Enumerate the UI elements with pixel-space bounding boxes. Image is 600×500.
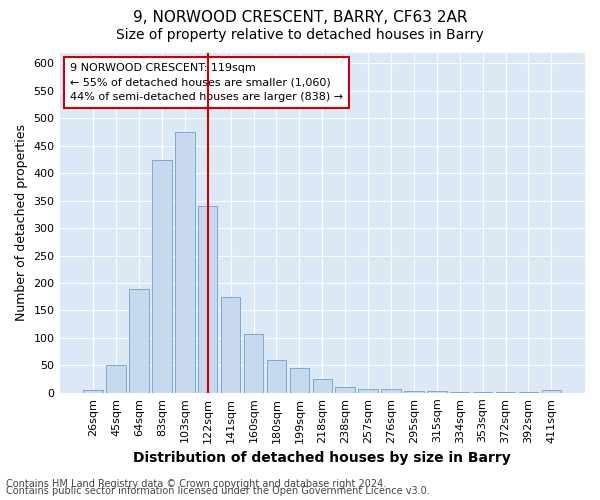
Bar <box>221 297 241 393</box>
Bar <box>381 389 401 393</box>
Text: 9 NORWOOD CRESCENT: 119sqm
← 55% of detached houses are smaller (1,060)
44% of s: 9 NORWOOD CRESCENT: 119sqm ← 55% of deta… <box>70 62 343 102</box>
Bar <box>175 132 194 393</box>
Bar <box>358 389 378 393</box>
Bar <box>267 360 286 393</box>
Bar <box>404 391 424 393</box>
Text: Contains public sector information licensed under the Open Government Licence v3: Contains public sector information licen… <box>6 486 430 496</box>
Bar <box>335 388 355 393</box>
Text: Contains HM Land Registry data © Crown copyright and database right 2024.: Contains HM Land Registry data © Crown c… <box>6 479 386 489</box>
Y-axis label: Number of detached properties: Number of detached properties <box>15 124 28 321</box>
Bar <box>290 368 309 393</box>
Bar <box>129 288 149 393</box>
Bar <box>198 206 217 393</box>
Bar <box>450 392 469 393</box>
Text: 9, NORWOOD CRESCENT, BARRY, CF63 2AR: 9, NORWOOD CRESCENT, BARRY, CF63 2AR <box>133 10 467 25</box>
Bar <box>106 366 126 393</box>
Bar <box>83 390 103 393</box>
Text: Size of property relative to detached houses in Barry: Size of property relative to detached ho… <box>116 28 484 42</box>
Bar <box>542 390 561 393</box>
Bar <box>496 392 515 393</box>
Bar <box>519 392 538 393</box>
Bar <box>152 160 172 393</box>
Bar <box>244 334 263 393</box>
Bar <box>473 392 493 393</box>
X-axis label: Distribution of detached houses by size in Barry: Distribution of detached houses by size … <box>133 451 511 465</box>
Bar <box>427 391 446 393</box>
Bar <box>313 379 332 393</box>
